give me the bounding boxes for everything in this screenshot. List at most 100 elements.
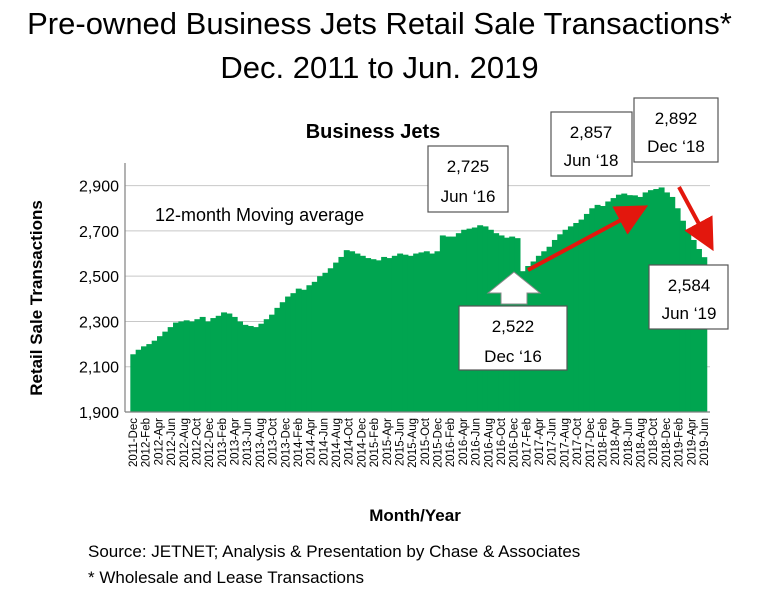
area-bar [141,346,147,412]
area-bar [327,268,334,412]
area-bar [338,256,345,412]
area-bar [429,253,436,412]
x-tick-label: 2013-Oct [268,417,280,465]
area-bar [130,354,137,412]
area-bar [637,196,644,412]
page-subtitle: Dec. 2011 to Jun. 2019 [220,50,539,85]
area-bar [210,318,217,412]
x-tick-label: 2011-Dec [128,418,140,467]
x-tick-label: 2016-Apr [458,418,470,465]
area-bar [215,315,222,412]
area-bar [610,198,617,412]
callout-value: 2,892 [655,109,698,128]
area-bar [221,312,227,412]
x-tick-label: 2015-Apr [382,418,394,465]
area-bar [365,258,372,412]
x-tick-label: 2014-Dec [356,418,368,468]
area-bar [263,319,270,412]
area-bar [194,319,201,412]
area-bar [381,256,388,412]
x-tick-label: 2013-Jun [242,418,254,466]
x-tick-label: 2015-Aug [407,418,419,468]
y-ticks: 1,900 2,100 2,300 2,500 2,700 2,900 [79,179,119,422]
area-bar [594,204,601,412]
y-tick-label: 2,300 [79,314,119,331]
area-bar [343,250,350,412]
x-tick-label: 2017-Feb [521,418,533,467]
source-note: Source: JETNET; Analysis & Presentation … [88,542,581,561]
callout-jun-2019: 2,584 Jun ‘19 [648,264,729,330]
x-tick-label: 2017-Dec [585,418,597,468]
area-bar [333,262,340,412]
moving-average-label: 12-month Moving average [155,205,364,225]
area-bar [322,272,329,412]
callout-value: 2,857 [570,123,613,142]
area-bar [311,281,318,412]
area-bar [151,340,158,412]
area-bar [269,314,276,412]
x-tick-label: 2016-Dec [509,418,521,468]
y-tick-label: 1,900 [79,405,119,422]
x-tick-label: 2013-Feb [217,418,229,467]
x-axis-label: Month/Year [369,506,461,525]
low-point-arrow [486,271,542,305]
area-bar [445,236,452,412]
x-tick-label: 2012-Jun [166,418,178,466]
area-bar [407,255,414,412]
area-bar [162,331,169,412]
x-tick-label: 2015-Jun [395,418,407,466]
area-bar [578,219,585,412]
area-bar [349,251,356,412]
area-bar [434,251,441,412]
x-tick-label: 2014-Apr [306,418,318,465]
area-bar [391,255,398,412]
x-tick-label: 2018-Dec [661,418,673,468]
area-bar [354,253,361,412]
x-tick-label: 2017-Jun [547,418,559,466]
x-tick-label: 2012-Apr [153,418,165,465]
chart-title: Business Jets [306,121,441,143]
x-tick-label: 2013-Apr [230,418,242,465]
x-tick-label: 2018-Feb [598,418,610,467]
area-bar [402,254,409,412]
x-tick-label: 2016-Aug [483,418,495,468]
footnote: * Wholesale and Lease Transactions [88,568,364,587]
area-bar [413,253,420,412]
area-bar [242,324,249,412]
callout-value: 2,725 [447,157,490,176]
trend-down-arrow [677,186,714,252]
y-tick-label: 2,700 [79,224,119,241]
callout-date: Jun ‘18 [564,151,619,170]
callout-date: Dec ‘18 [647,137,705,156]
x-tick-label: 2017-Aug [559,418,571,468]
area-bar [189,321,195,412]
callout-dec-2016: 2,522 Dec ‘16 [458,305,568,371]
area-bar [247,325,254,412]
area-bar [450,236,457,412]
area-bar [135,349,142,412]
area-bar [599,206,606,412]
area-bar [290,293,297,412]
x-tick-label: 2016-Feb [445,418,457,467]
x-tick-label: 2018-Apr [610,418,622,465]
area-bar [375,260,382,412]
x-tick-label: 2019-Jun [699,418,711,466]
x-ticks: 2011-Dec 2012-Feb 2012-Apr 2012-Jun 2012-Aug… [128,417,711,468]
callout-date: Dec ‘16 [484,347,542,366]
trend-up-arrow [527,205,649,272]
area-bar [386,258,393,412]
callout-date: Jun ‘19 [662,304,717,323]
area-bar [253,327,260,412]
area-bar [279,302,286,412]
area-bar [146,344,153,412]
area-bar [274,307,281,412]
area-bar [205,321,211,412]
area-bar [615,194,622,412]
area-bar [231,316,238,412]
x-tick-label: 2015-Oct [420,417,432,465]
callout-dec-2018: 2,892 Dec ‘18 [633,97,719,163]
area-bar [199,316,206,412]
x-tick-label: 2012-Aug [179,418,191,468]
y-tick-label: 2,900 [79,179,119,196]
